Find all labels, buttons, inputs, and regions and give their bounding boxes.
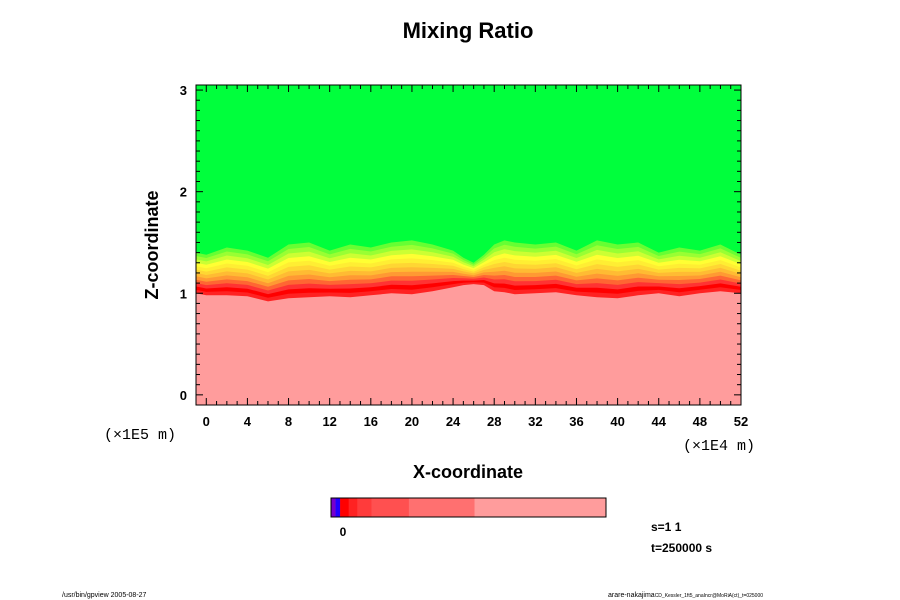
- colorbar-segment-5: [357, 498, 372, 517]
- x-tick-label: 4: [244, 414, 252, 429]
- colorbar-segment-6: [371, 498, 410, 517]
- x-unit-label: (×1E4 m): [683, 438, 755, 455]
- time-info: t=250000 s: [651, 541, 712, 555]
- footer-right: arare-nakajimaCD_Kessler_1ft5_anaIncr@Mo…: [608, 592, 763, 599]
- colorbar-segment-3: [340, 498, 349, 517]
- y-unit-label: (×1E5 m): [104, 427, 176, 444]
- x-tick-label: 28: [487, 414, 501, 429]
- y-axis: 0 1 2 3: [180, 83, 741, 403]
- x-tick-label: 0: [203, 414, 210, 429]
- footer-left: /usr/bin/gpview 2005-08-27: [62, 592, 147, 599]
- x-tick-label: 40: [610, 414, 624, 429]
- colorbar-zero-label: 0: [340, 525, 347, 539]
- x-tick-label: 32: [528, 414, 542, 429]
- y-axis-label: Z-coordinate: [142, 190, 162, 299]
- x-axis: 0 4 8 12 16 20 24 28 32 36 40 44 48 52: [203, 85, 748, 429]
- colorbar-segment-8: [474, 498, 607, 517]
- x-tick-label: 8: [285, 414, 292, 429]
- x-tick-label: 52: [734, 414, 748, 429]
- footer-right-small: CD_Kessler_1ft5_anaIncr@MoRiA(ct)_t=0250…: [655, 593, 764, 599]
- x-tick-label: 48: [693, 414, 707, 429]
- x-tick-label: 16: [364, 414, 378, 429]
- colorbar: [330, 497, 607, 518]
- plot-content: [196, 85, 741, 405]
- colorbar-segment-4: [348, 498, 358, 517]
- colorbar-segment-7: [408, 498, 475, 517]
- y-tick-label: 1: [180, 286, 187, 301]
- x-tick-label: 36: [569, 414, 583, 429]
- colorbar-segment-2: [335, 498, 341, 517]
- colorbar-segment-1: [331, 498, 336, 517]
- y-tick-label: 3: [180, 83, 187, 98]
- x-axis-label: X-coordinate: [413, 462, 523, 482]
- colorbar-frame: [330, 497, 607, 518]
- y-tick-label: 2: [180, 185, 187, 200]
- x-tick-label: 20: [405, 414, 419, 429]
- field-lower-region: [196, 284, 741, 405]
- x-tick-label: 44: [652, 414, 667, 429]
- x-tick-label: 24: [446, 414, 461, 429]
- x-tick-label: 12: [322, 414, 336, 429]
- chart-title: Mixing Ratio: [403, 18, 534, 43]
- step-info: s=1 1: [651, 520, 682, 534]
- y-tick-label: 0: [180, 388, 187, 403]
- plot-frame: [195, 84, 742, 406]
- footer-right-main: arare-nakajima: [608, 592, 655, 599]
